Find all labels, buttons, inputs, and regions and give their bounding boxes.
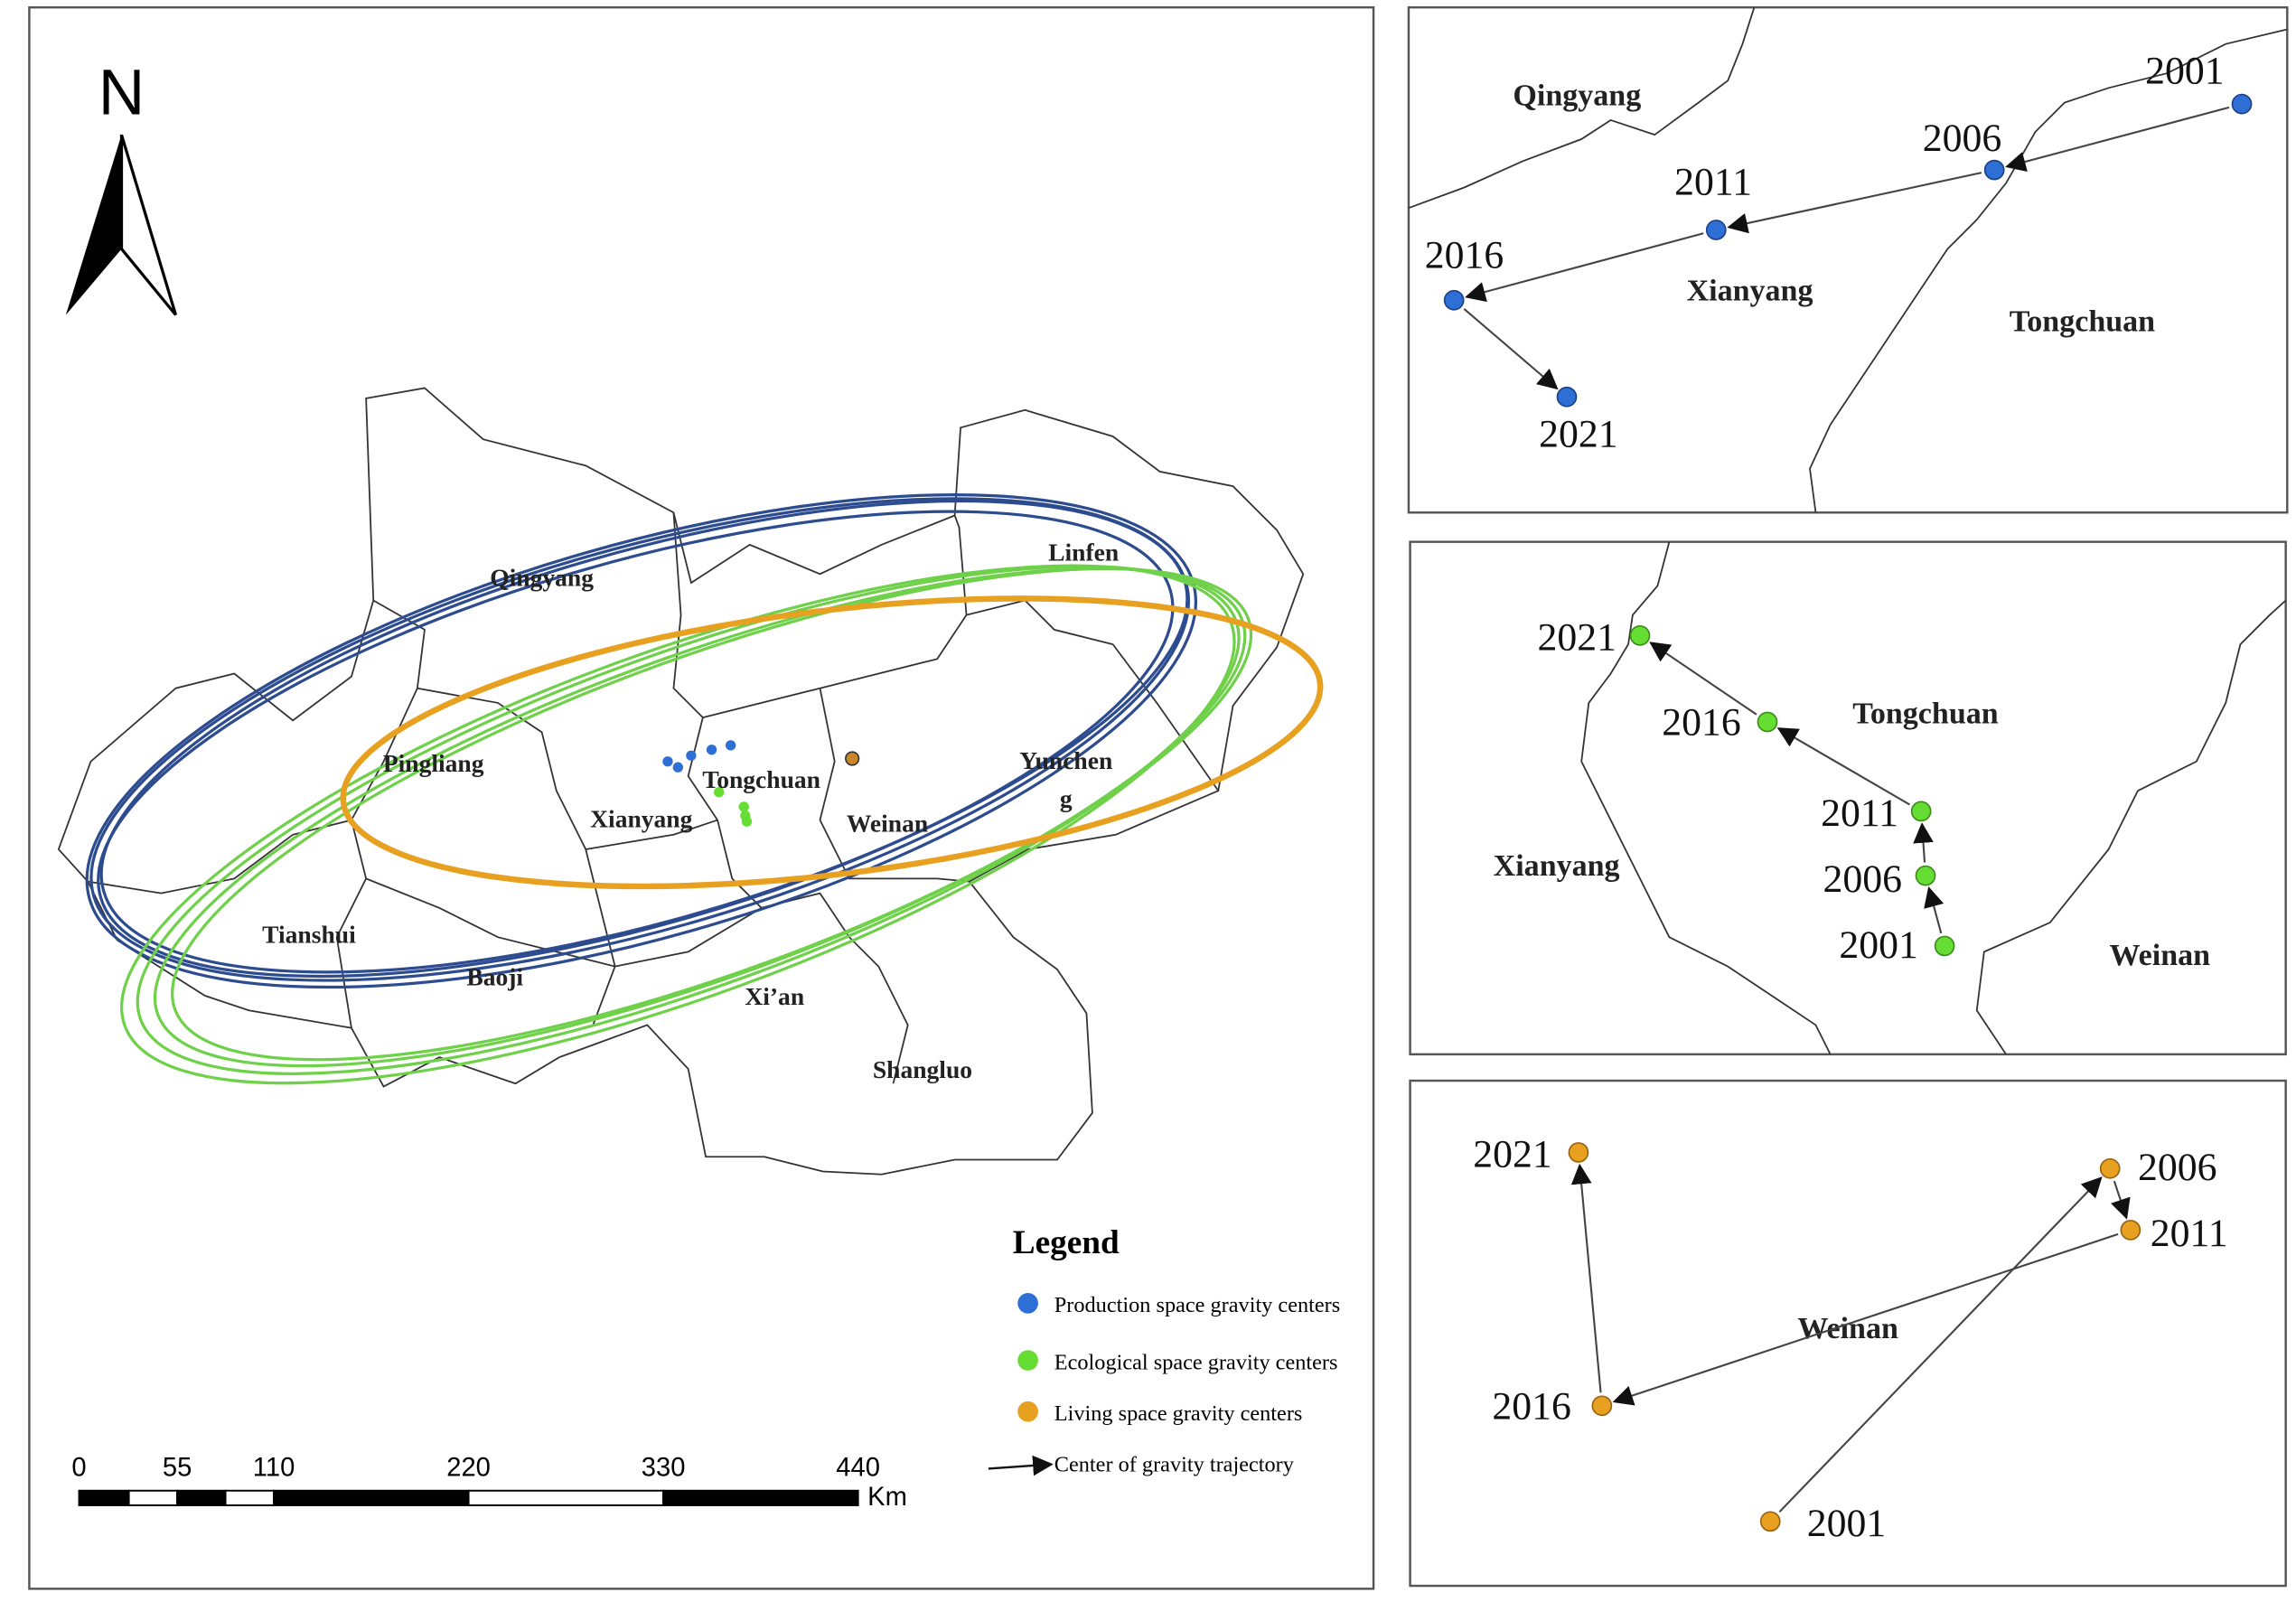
- scale-label: 0: [71, 1454, 86, 1483]
- year-label: 2021: [1538, 616, 1617, 660]
- region-label: Xianyang: [1494, 849, 1620, 883]
- legend-symbol: [1017, 1401, 1038, 1422]
- inset-panel: [1409, 540, 2287, 1056]
- legend-symbol: [1017, 1350, 1038, 1371]
- region-label: Tongchuan: [702, 765, 820, 793]
- year-label: 2006: [2138, 1146, 2217, 1189]
- gravity-center: [1705, 220, 1727, 240]
- gravity-center: [1934, 935, 1955, 957]
- region-label: Linfen: [1048, 539, 1119, 567]
- region-label: Xianyang: [590, 805, 692, 833]
- year-label: 2011: [1674, 161, 1752, 204]
- inset-panel: [1409, 1079, 2287, 1588]
- year-label: 2016: [1425, 234, 1504, 277]
- year-label: 2011: [2151, 1212, 2228, 1255]
- gravity-center: [1915, 865, 1936, 886]
- legend-label: Ecological space gravity centers: [1054, 1350, 1338, 1374]
- year-label: 2006: [1823, 857, 1903, 901]
- main-panel: [28, 5, 1375, 1590]
- year-label: 2021: [1473, 1133, 1551, 1176]
- gravity-center: [1629, 625, 1651, 646]
- gravity-center: [1556, 386, 1578, 408]
- region-label: Tongchuan: [1852, 698, 1998, 731]
- north-arrow: [65, 134, 178, 316]
- gravity-center: [2099, 1157, 2121, 1179]
- scale-label: 440: [836, 1454, 880, 1483]
- region-label: Qingyang: [1513, 80, 1641, 113]
- region-label: g: [1060, 784, 1073, 812]
- inset-boundaries: [1408, 6, 2288, 1055]
- trajectory: [1465, 232, 1704, 303]
- ellipses: [85, 492, 1324, 1085]
- scale-label: 110: [253, 1454, 295, 1483]
- trajectory: [1727, 172, 1982, 234]
- main-centers: [662, 740, 860, 827]
- north-label: N: [98, 56, 145, 128]
- trajectory: [1463, 307, 1559, 390]
- legend-title: Legend: [1013, 1224, 1120, 1261]
- gravity-center: [1983, 159, 2005, 181]
- scale-label: 330: [642, 1454, 686, 1483]
- region-label: Baoji: [466, 963, 523, 991]
- gravity-center: [2120, 1219, 2141, 1241]
- region-label: Qingyang: [490, 563, 594, 591]
- year-label: 2001: [2145, 49, 2225, 92]
- trajectory: [2111, 1180, 2131, 1220]
- trajectory: [1612, 1232, 2119, 1406]
- gravity-center: [1757, 711, 1778, 733]
- gravity-center: [1591, 1395, 1613, 1417]
- gravity-center: [2231, 93, 2253, 115]
- trajectory: [1776, 727, 1911, 806]
- year-label: 2006: [1923, 117, 2002, 160]
- legend-label: Center of gravity trajectory: [1054, 1453, 1295, 1477]
- trajectory: [1924, 886, 1945, 934]
- trajectory: [1649, 642, 1757, 716]
- trajectory: [1570, 1163, 1602, 1393]
- scale-label: 55: [163, 1454, 192, 1483]
- year-label: 2016: [1662, 701, 1741, 745]
- year-label: 2016: [1492, 1384, 1571, 1428]
- scale-bar: [78, 1489, 859, 1506]
- region-label: Xianyang: [1687, 274, 1813, 307]
- year-label: 2021: [1539, 412, 1618, 455]
- trajectory: [1913, 822, 1934, 863]
- gravity-center: [1910, 801, 1932, 822]
- gravity-center: [1443, 289, 1465, 311]
- region-label: Weinan: [1797, 1312, 1898, 1345]
- region-label: Xi’an: [745, 982, 804, 1010]
- region-label: Tianshui: [262, 921, 356, 949]
- region-label: Yunchen: [1019, 746, 1112, 774]
- legend-symbol: [1017, 1293, 1038, 1314]
- year-label: 2001: [1807, 1502, 1886, 1545]
- region-label: Pingliang: [383, 749, 484, 777]
- region-label: Tongchuan: [2010, 304, 2155, 338]
- legend-label: Production space gravity centers: [1054, 1293, 1340, 1317]
- trajectory: [1778, 1176, 2103, 1513]
- year-label: 2011: [1821, 792, 1898, 835]
- trajectory: [2005, 106, 2230, 173]
- gravity-center: [1568, 1142, 1589, 1163]
- region-label: Weinan: [2110, 939, 2211, 972]
- gravity-center: [1759, 1511, 1781, 1532]
- region-label: Weinan: [847, 810, 928, 838]
- scale-label: 220: [446, 1454, 491, 1483]
- legend-label: Living space gravity centers: [1054, 1401, 1303, 1426]
- region-label: Shangluo: [873, 1055, 972, 1083]
- legend-symbol: [988, 1455, 1054, 1476]
- scale-unit: Km: [867, 1483, 907, 1512]
- inset-panel: [1407, 5, 2289, 514]
- year-label: 2001: [1839, 923, 1918, 967]
